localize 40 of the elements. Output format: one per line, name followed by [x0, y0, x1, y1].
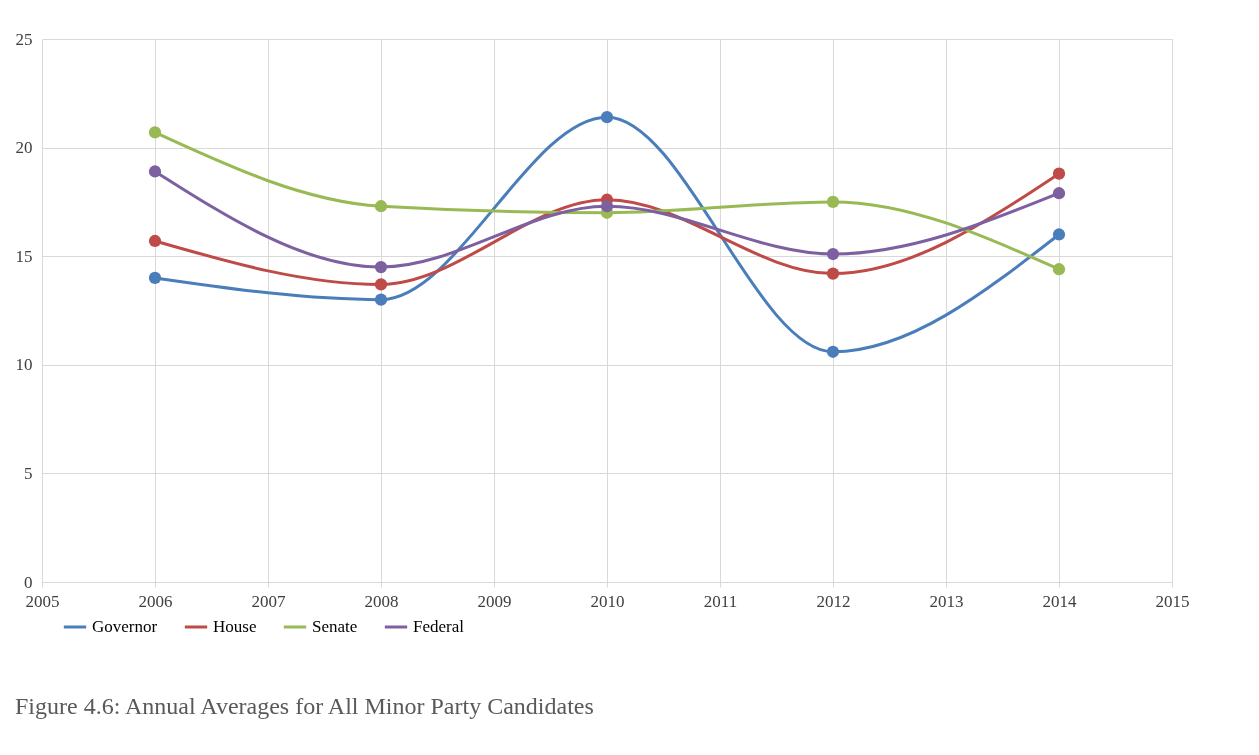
point	[1052, 263, 1066, 276]
text: Figure 4.6: Annual Averages for All Minor Party Candidates	[15, 693, 594, 719]
x-tick-label: 2007	[251, 591, 286, 611]
x-tick-label: 2005	[25, 591, 60, 611]
y-tick-label: 15	[15, 246, 33, 266]
x-tick-label: 2015	[1155, 591, 1190, 611]
legend-label: Governor	[92, 617, 158, 636]
point	[374, 200, 388, 213]
y-tick-label: 10	[15, 355, 33, 375]
y-tick-label: 0	[24, 572, 33, 592]
point	[600, 200, 614, 213]
x-tick-label: 2011	[703, 591, 738, 611]
point	[1052, 228, 1066, 241]
x-tick-label: 2008	[364, 591, 399, 611]
point	[826, 195, 840, 209]
x-tick-label: 2009	[477, 591, 512, 611]
point	[1052, 167, 1066, 180]
y-tick-label: 20	[15, 138, 33, 158]
point	[1052, 187, 1066, 200]
legend-label: Senate	[312, 617, 358, 636]
x-tick-label: 2014	[1042, 591, 1077, 611]
point	[826, 247, 840, 261]
point	[826, 345, 840, 358]
x-tick-label: 2013	[929, 591, 964, 611]
point	[600, 111, 614, 124]
y-tick-label: 25	[15, 29, 33, 49]
point	[374, 293, 388, 306]
point	[826, 267, 840, 280]
x-tick-label: 2006	[138, 591, 173, 611]
point	[374, 260, 388, 274]
legend-label: Federal	[413, 617, 465, 636]
point	[148, 234, 162, 248]
x-tick-label: 2010	[590, 591, 625, 611]
point	[148, 165, 162, 178]
point	[148, 271, 162, 285]
y-tick-label: 5	[24, 463, 33, 483]
legend-label: House	[213, 617, 257, 636]
point	[148, 126, 162, 139]
x-tick-label: 2012	[816, 591, 851, 611]
point	[374, 278, 388, 291]
